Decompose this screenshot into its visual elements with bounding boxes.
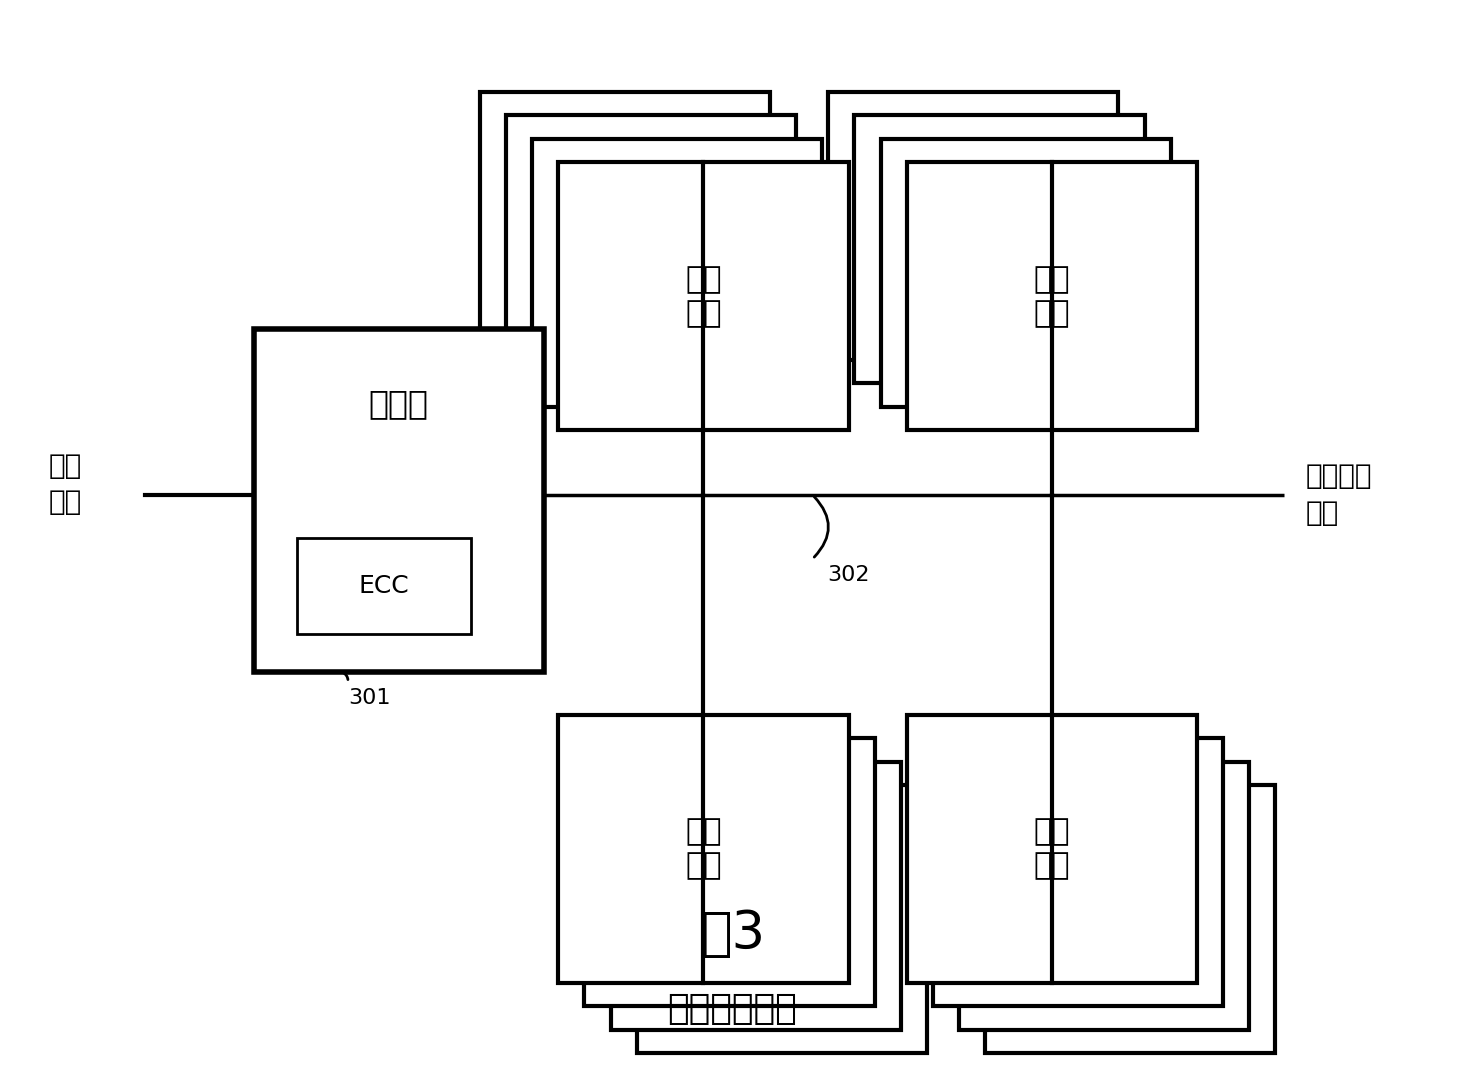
Bar xyxy=(637,785,927,1053)
Bar xyxy=(297,538,472,634)
Text: ECC: ECC xyxy=(359,573,410,598)
Text: 302: 302 xyxy=(826,565,869,585)
Bar xyxy=(253,329,544,671)
Bar xyxy=(611,761,901,1030)
Bar xyxy=(505,115,797,383)
Bar xyxy=(558,163,848,430)
Bar xyxy=(481,91,771,359)
Text: （现有技术）: （现有技术） xyxy=(668,993,797,1026)
Text: 控制器: 控制器 xyxy=(369,388,429,420)
Text: 301: 301 xyxy=(349,689,391,708)
Text: 主机
接口: 主机 接口 xyxy=(48,452,82,517)
Text: 闪存
器件: 闪存 器件 xyxy=(686,818,722,880)
Bar xyxy=(558,715,848,983)
Text: 闪存
器件: 闪存 器件 xyxy=(1033,818,1069,880)
Text: 闪存介质
接口: 闪存介质 接口 xyxy=(1305,463,1373,527)
Text: 图3: 图3 xyxy=(700,908,765,960)
Bar xyxy=(828,91,1118,359)
Bar xyxy=(585,738,875,1006)
Bar xyxy=(854,115,1144,383)
Bar xyxy=(532,139,822,407)
Bar xyxy=(933,738,1223,1006)
Text: 闪存
器件: 闪存 器件 xyxy=(686,265,722,328)
Bar xyxy=(984,785,1275,1053)
Bar xyxy=(907,163,1197,430)
Bar xyxy=(907,715,1197,983)
Bar xyxy=(880,139,1171,407)
Text: 闪存
器件: 闪存 器件 xyxy=(1033,265,1069,328)
Bar xyxy=(960,761,1250,1030)
